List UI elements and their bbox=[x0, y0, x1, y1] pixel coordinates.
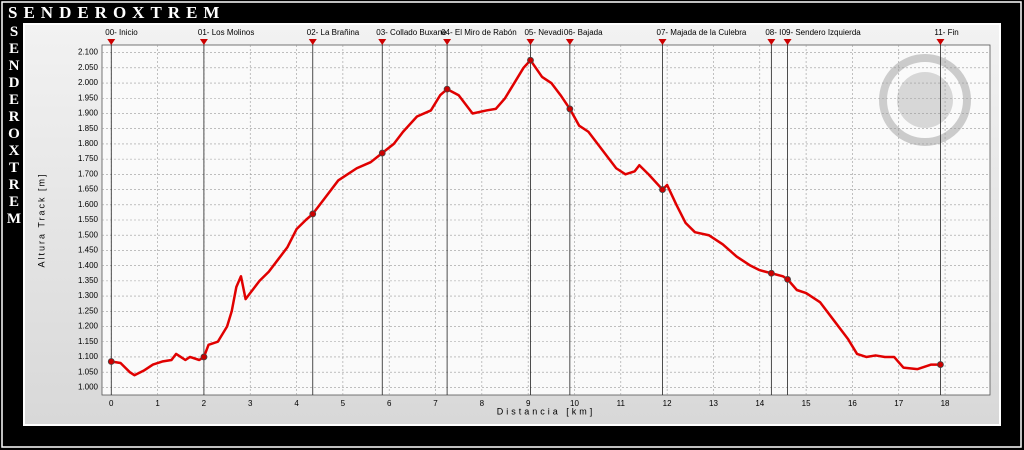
x-tick-label: 11 bbox=[617, 399, 626, 408]
brand-vertical: SENDEROXTREM bbox=[6, 24, 22, 228]
y-tick-label: 1.400 bbox=[78, 261, 99, 270]
y-tick-label: 1.350 bbox=[78, 276, 99, 285]
waypoint-label: 07- Majada de la Culebra bbox=[657, 28, 747, 37]
waypoint-label: 05- Nevadi bbox=[524, 28, 563, 37]
waypoint-flag bbox=[936, 39, 945, 45]
x-tick-label: 10 bbox=[570, 399, 579, 408]
waypoint-flag bbox=[199, 39, 208, 45]
waypoint-marker bbox=[527, 56, 534, 64]
waypoint-marker bbox=[107, 358, 115, 365]
waypoint-flag bbox=[658, 39, 667, 45]
y-tick-label: 1.650 bbox=[78, 185, 99, 194]
y-tick-label: 1.150 bbox=[78, 337, 99, 346]
x-tick-label: 15 bbox=[802, 399, 811, 408]
waypoint-marker bbox=[566, 105, 574, 113]
waypoint-flag bbox=[443, 39, 452, 45]
x-tick-label: 5 bbox=[341, 399, 346, 408]
waypoint-label: 02- La Brañina bbox=[307, 28, 360, 37]
waypoint-marker bbox=[937, 361, 944, 368]
waypoint-marker bbox=[784, 275, 791, 283]
x-tick-label: 4 bbox=[294, 399, 299, 408]
x-tick-label: 9 bbox=[526, 399, 531, 408]
waypoint-flag bbox=[107, 39, 116, 45]
x-tick-label: 16 bbox=[848, 399, 857, 408]
y-tick-label: 2.100 bbox=[78, 48, 99, 57]
y-tick-label: 1.800 bbox=[78, 139, 99, 148]
waypoint-label: 04- El Miro de Rabón bbox=[441, 28, 517, 37]
x-tick-label: 14 bbox=[755, 399, 764, 408]
y-tick-label: 1.200 bbox=[78, 322, 99, 331]
y-tick-label: 1.950 bbox=[78, 93, 99, 102]
waypoint-flag bbox=[565, 39, 574, 45]
waypoint-flag bbox=[767, 39, 776, 45]
waypoint-label: 03- Collado Buxane bbox=[376, 28, 447, 37]
y-tick-label: 1.300 bbox=[78, 291, 99, 300]
y-tick-label: 2.000 bbox=[78, 78, 99, 87]
waypoint-marker bbox=[443, 85, 451, 93]
waypoint-marker bbox=[659, 186, 666, 193]
waypoint-label: 11- Fin bbox=[934, 28, 958, 37]
waypoint-label: 09- Sendero Izquierda bbox=[782, 28, 862, 37]
waypoint-marker bbox=[378, 149, 386, 157]
waypoint-marker bbox=[767, 269, 775, 277]
waypoint-marker bbox=[200, 353, 208, 361]
x-tick-label: 17 bbox=[894, 399, 903, 408]
x-tick-label: 3 bbox=[248, 399, 253, 408]
y-tick-label: 1.450 bbox=[78, 246, 99, 255]
waypoint-label: 01- Los Molinos bbox=[198, 28, 254, 37]
y-tick-label: 1.250 bbox=[78, 306, 99, 315]
waypoint-flag bbox=[308, 39, 317, 45]
waypoint-marker bbox=[309, 210, 317, 218]
watermark bbox=[879, 54, 971, 146]
waypoint-label: 08- I bbox=[765, 28, 781, 37]
y-tick-label: 1.700 bbox=[78, 169, 99, 178]
x-tick-label: 6 bbox=[387, 399, 392, 408]
x-tick-label: 12 bbox=[663, 399, 672, 408]
y-tick-label: 1.900 bbox=[78, 109, 99, 118]
x-tick-label: 8 bbox=[480, 399, 485, 408]
y-tick-label: 1.850 bbox=[78, 124, 99, 133]
x-tick-label: 0 bbox=[109, 399, 114, 408]
y-tick-label: 1.750 bbox=[78, 154, 99, 163]
y-tick-label: 1.550 bbox=[78, 215, 99, 224]
y-tick-label: 1.600 bbox=[78, 200, 99, 209]
y-tick-label: 1.500 bbox=[78, 230, 99, 239]
y-tick-label: 1.000 bbox=[78, 383, 99, 392]
x-tick-label: 2 bbox=[202, 399, 207, 408]
x-axis-label: Distancia [km] bbox=[497, 406, 596, 416]
waypoint-flag bbox=[378, 39, 387, 45]
waypoint-flag bbox=[526, 39, 535, 45]
waypoint-flag bbox=[783, 39, 792, 45]
y-tick-label: 2.050 bbox=[78, 63, 99, 72]
brand-title: SENDEROXTREM bbox=[8, 3, 226, 22]
x-tick-label: 18 bbox=[941, 399, 950, 408]
x-tick-label: 7 bbox=[433, 399, 438, 408]
x-tick-label: 13 bbox=[709, 399, 718, 408]
y-axis-label: Altura Track [m] bbox=[36, 172, 46, 267]
y-tick-label: 1.050 bbox=[78, 367, 99, 376]
y-tick-label: 1.100 bbox=[78, 352, 99, 361]
waypoint-label: 00- Inicio bbox=[105, 28, 138, 37]
x-tick-label: 1 bbox=[155, 399, 160, 408]
waypoint-label: 06- Bajada bbox=[564, 28, 603, 37]
